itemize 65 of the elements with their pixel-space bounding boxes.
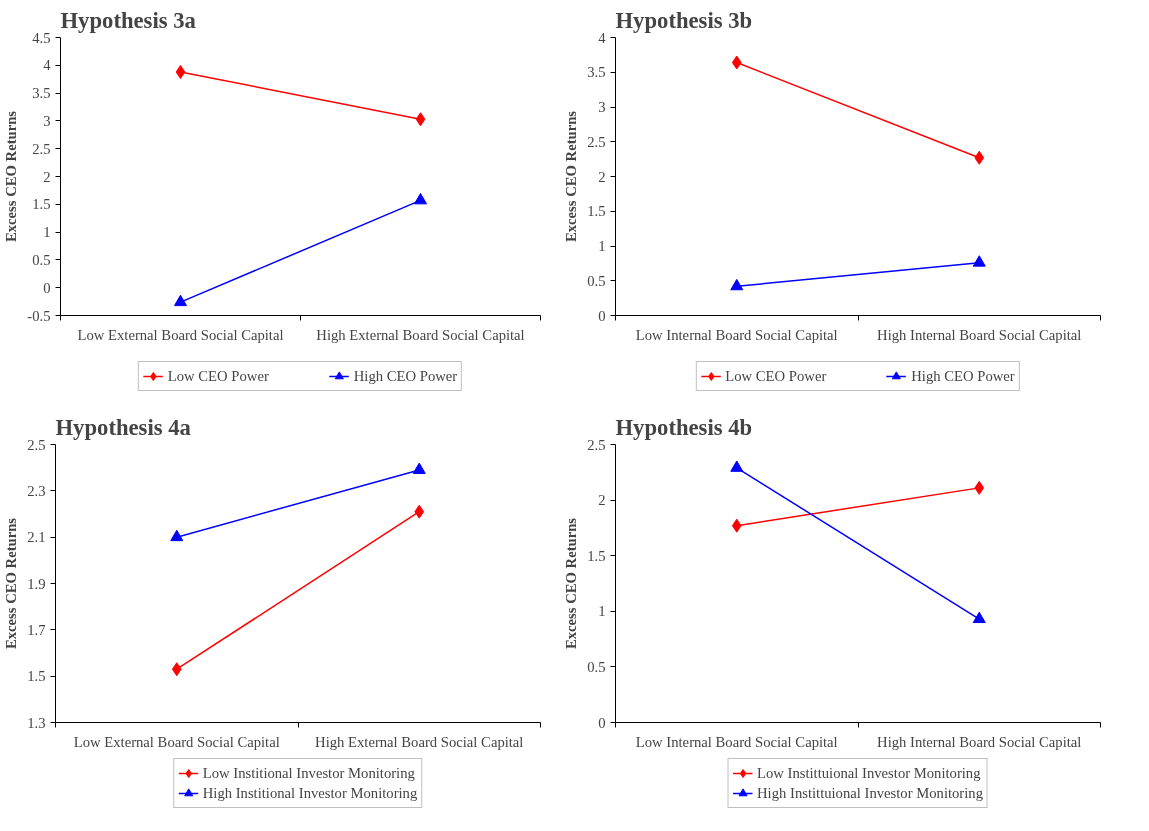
y-tick-label: 2.5 — [32, 140, 51, 157]
chart-title: Hypothesis 3b — [615, 7, 753, 33]
y-tick-label: 2.3 — [27, 482, 46, 499]
legend-label: Low Institional Investor Monitoring — [202, 764, 415, 782]
y-tick-label: 2.1 — [27, 529, 46, 546]
y-tick-label: 2.5 — [587, 133, 606, 150]
x-tick-label: High External Board Social Capital — [316, 326, 525, 343]
y-tick-label: 4 — [43, 57, 52, 74]
y-axis-title: Excess CEO Returns — [3, 110, 20, 243]
point — [731, 518, 742, 533]
y-tick-label: 3.5 — [587, 64, 606, 81]
chart-title: Hypothesis 4b — [615, 414, 753, 440]
y-tick-label: 3.5 — [32, 85, 51, 102]
x-tick-label: Low External Board Social Capital — [77, 326, 284, 343]
legend-label: High Instittuional Investor Monitoring — [757, 784, 983, 802]
legend-label: Low Instittuional Investor Monitoring — [757, 764, 981, 782]
y-tick-label: 4 — [598, 29, 607, 46]
y-axis-title: Excess CEO Returns — [3, 517, 20, 650]
point — [171, 662, 182, 677]
legend-label: High Institional Investor Monitoring — [202, 784, 418, 802]
point — [731, 55, 742, 70]
y-tick-label: 1.9 — [27, 575, 46, 592]
y-tick-label: 1.5 — [587, 547, 606, 564]
x-tick-label: High External Board Social Capital — [315, 733, 524, 750]
y-tick-label: 0.5 — [32, 251, 51, 268]
legend-label: Low CEO Power — [167, 367, 269, 385]
y-tick-label: 1.5 — [587, 203, 606, 220]
y-tick-label: 1 — [598, 238, 606, 254]
x-tick-label: High Internal Board Social Capital — [877, 326, 1082, 343]
y-tick-label: 1.3 — [27, 714, 46, 731]
y-tick-label: 1.5 — [27, 668, 46, 685]
y-tick-label: 2 — [598, 168, 606, 185]
y-tick-label: -0.5 — [27, 307, 51, 324]
point — [175, 64, 186, 79]
point — [974, 480, 985, 495]
chart-title: Hypothesis 4a — [55, 414, 191, 440]
y-tick-label: 0 — [43, 279, 51, 296]
x-tick-label: Low Internal Board Social Capital — [635, 326, 838, 343]
point — [414, 504, 425, 519]
y-axis-title: Excess CEO Returns — [563, 517, 580, 650]
legend-label: Low CEO Power — [725, 367, 827, 385]
y-tick-label: 1 — [43, 224, 51, 241]
y-tick-label: 2.5 — [27, 436, 46, 453]
y-tick-label: 1 — [598, 603, 606, 620]
x-tick-label: High Internal Board Social Capital — [877, 733, 1082, 750]
x-tick-label: Low Internal Board Social Capital — [635, 733, 838, 750]
y-tick-label: 2.5 — [587, 436, 606, 453]
y-tick-label: 0.5 — [587, 272, 606, 289]
y-axis-title: Excess CEO Returns — [563, 110, 580, 243]
y-tick-label: 4.5 — [32, 29, 51, 46]
y-tick-label: 3 — [598, 99, 606, 115]
y-tick-label: 0.5 — [587, 658, 606, 675]
y-tick-label: 0 — [598, 307, 606, 324]
y-tick-label: 0 — [598, 714, 606, 731]
point — [974, 150, 985, 165]
legend-label: High CEO Power — [911, 367, 1015, 385]
y-tick-label: 3 — [43, 112, 51, 129]
chart-title: Hypothesis 3a — [60, 7, 196, 33]
y-tick-label: 2 — [43, 168, 51, 185]
y-tick-label: 2 — [598, 492, 606, 509]
y-tick-label: 1.5 — [32, 196, 51, 213]
x-tick-label: Low External Board Social Capital — [73, 733, 280, 750]
y-tick-label: 1.7 — [27, 621, 46, 638]
legend-label: High CEO Power — [353, 367, 458, 385]
point — [415, 112, 426, 127]
